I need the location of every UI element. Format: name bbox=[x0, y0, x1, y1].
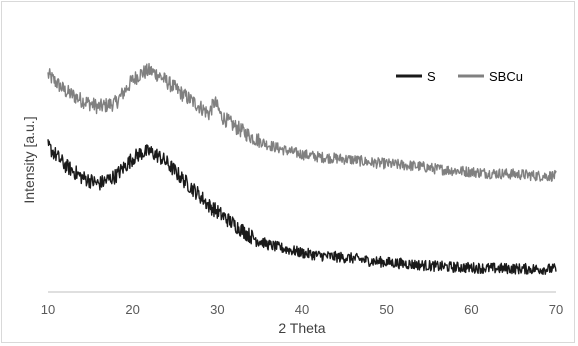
series-line-sbcu bbox=[47, 62, 557, 182]
x-tick-label-1: 20 bbox=[125, 302, 139, 317]
legend: S SBCu bbox=[396, 69, 523, 84]
x-tick-label-6: 70 bbox=[549, 302, 563, 317]
x-axis-title: 2 Theta bbox=[278, 320, 325, 336]
x-tick-label-3: 40 bbox=[295, 302, 309, 317]
series-line-s bbox=[47, 139, 557, 276]
x-tick-label-4: 50 bbox=[379, 302, 393, 317]
x-tick-label-0: 10 bbox=[41, 302, 55, 317]
legend-label-s: S bbox=[427, 69, 436, 84]
x-tick-label-2: 30 bbox=[210, 302, 224, 317]
x-tick-labels: 10 20 30 40 50 60 70 bbox=[41, 302, 563, 317]
series-layer bbox=[47, 62, 557, 276]
x-tick-label-5: 60 bbox=[464, 302, 478, 317]
y-axis-title: Intensity [a.u.] bbox=[21, 116, 37, 203]
legend-label-sbcu: SBCu bbox=[489, 69, 523, 84]
